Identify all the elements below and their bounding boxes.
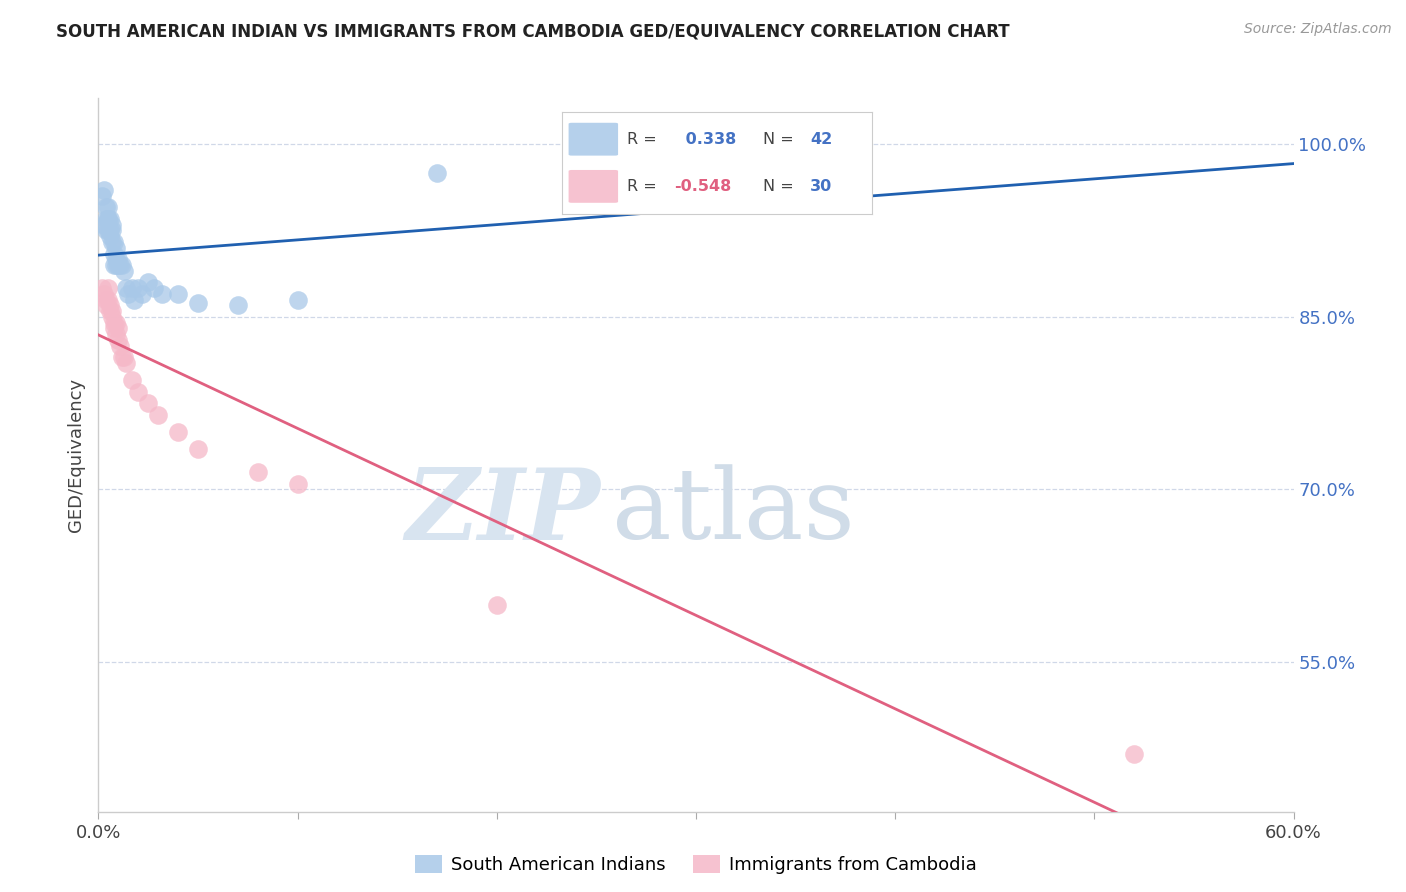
- Point: [105, 252, 128, 267]
- Point: [131, 286, 153, 301]
- FancyBboxPatch shape: [568, 123, 619, 155]
- Point: [226, 298, 249, 312]
- Point: [96, 211, 118, 226]
- Point: [685, 166, 707, 180]
- Point: [107, 321, 129, 335]
- Point: [121, 373, 143, 387]
- Point: [115, 281, 138, 295]
- Point: [100, 304, 122, 318]
- Text: ZIP: ZIP: [405, 464, 600, 560]
- Point: [97, 223, 120, 237]
- Point: [150, 286, 173, 301]
- Point: [93, 218, 115, 232]
- Text: 30: 30: [810, 179, 832, 194]
- Point: [103, 246, 125, 260]
- Text: R =: R =: [627, 132, 657, 146]
- Point: [187, 296, 209, 310]
- Point: [124, 293, 146, 307]
- Point: [121, 281, 143, 295]
- Point: [97, 281, 120, 295]
- Point: [111, 258, 134, 272]
- Point: [127, 384, 149, 399]
- Point: [97, 211, 120, 226]
- Point: [93, 286, 115, 301]
- Point: [107, 333, 129, 347]
- Point: [107, 258, 129, 272]
- Point: [103, 235, 125, 249]
- Point: [100, 223, 122, 237]
- Point: [187, 442, 209, 457]
- Point: [111, 350, 134, 364]
- Point: [100, 298, 122, 312]
- Point: [105, 316, 128, 330]
- Point: [93, 183, 115, 197]
- Text: N =: N =: [763, 132, 794, 146]
- Point: [103, 258, 125, 272]
- Point: [96, 298, 118, 312]
- FancyBboxPatch shape: [568, 170, 619, 202]
- Text: 42: 42: [810, 132, 832, 146]
- Point: [112, 350, 135, 364]
- Point: [127, 281, 149, 295]
- Point: [91, 189, 114, 203]
- Point: [100, 211, 122, 226]
- Point: [115, 356, 138, 370]
- Text: Source: ZipAtlas.com: Source: ZipAtlas.com: [1244, 22, 1392, 37]
- Point: [143, 281, 166, 295]
- Point: [103, 321, 125, 335]
- Point: [96, 293, 118, 307]
- Point: [107, 252, 129, 267]
- Point: [91, 281, 114, 295]
- Point: [136, 396, 159, 410]
- Text: atlas: atlas: [613, 464, 855, 560]
- Point: [287, 293, 309, 307]
- Point: [167, 286, 190, 301]
- Point: [100, 229, 122, 244]
- Text: SOUTH AMERICAN INDIAN VS IMMIGRANTS FROM CAMBODIA GED/EQUIVALENCY CORRELATION CH: SOUTH AMERICAN INDIAN VS IMMIGRANTS FROM…: [56, 22, 1010, 40]
- Point: [101, 304, 124, 318]
- Point: [287, 476, 309, 491]
- Point: [101, 218, 124, 232]
- Point: [105, 258, 128, 272]
- Legend: South American Indians, Immigrants from Cambodia: South American Indians, Immigrants from …: [408, 847, 984, 881]
- Point: [136, 275, 159, 289]
- Point: [110, 258, 132, 272]
- Point: [426, 166, 449, 180]
- Point: [103, 316, 125, 330]
- Point: [105, 327, 128, 342]
- Point: [97, 211, 120, 226]
- Point: [101, 310, 124, 324]
- Point: [97, 293, 120, 307]
- Point: [148, 408, 170, 422]
- Text: N =: N =: [763, 179, 794, 194]
- Y-axis label: GED/Equivalency: GED/Equivalency: [66, 378, 84, 532]
- Point: [101, 223, 124, 237]
- Text: 0.338: 0.338: [681, 132, 737, 146]
- Text: R =: R =: [627, 179, 657, 194]
- Point: [112, 264, 135, 278]
- Point: [485, 598, 508, 612]
- Point: [96, 223, 118, 237]
- Point: [167, 425, 190, 439]
- Point: [246, 465, 269, 479]
- Point: [96, 201, 118, 215]
- Point: [105, 241, 128, 255]
- Point: [110, 338, 132, 352]
- Point: [117, 286, 139, 301]
- Point: [97, 201, 120, 215]
- Point: [101, 235, 124, 249]
- Point: [1123, 747, 1146, 761]
- Text: -0.548: -0.548: [673, 179, 731, 194]
